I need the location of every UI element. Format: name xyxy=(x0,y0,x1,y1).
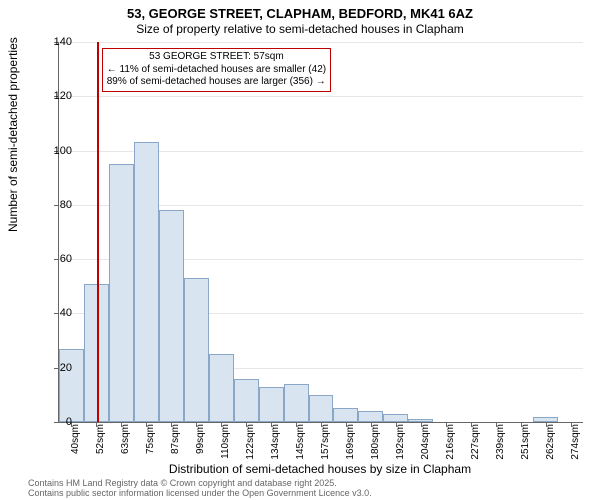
xtick-label: 40sqm xyxy=(70,424,81,464)
xtick-label: 110sqm xyxy=(220,424,231,464)
chart-container: 53, GEORGE STREET, CLAPHAM, BEDFORD, MK4… xyxy=(0,0,600,500)
annotation-line1: ← 11% of semi-detached houses are smalle… xyxy=(107,64,326,77)
ytick-label: 100 xyxy=(42,145,72,157)
xtick-label: 63sqm xyxy=(120,424,131,464)
histogram-bar xyxy=(309,395,334,422)
xtick-label: 157sqm xyxy=(320,424,331,464)
xtick-label: 274sqm xyxy=(570,424,581,464)
histogram-bar xyxy=(358,411,383,422)
xtick-label: 227sqm xyxy=(470,424,481,464)
xtick-label: 145sqm xyxy=(295,424,306,464)
ytick-label: 20 xyxy=(42,362,72,374)
x-axis-label: Distribution of semi-detached houses by … xyxy=(58,462,582,476)
footer-line2: Contains public sector information licen… xyxy=(28,489,372,499)
annotation-line2: 89% of semi-detached houses are larger (… xyxy=(107,76,326,89)
xtick-label: 52sqm xyxy=(95,424,106,464)
reference-line xyxy=(97,42,99,422)
histogram-bar xyxy=(134,142,159,422)
gridline xyxy=(59,96,583,97)
xtick-label: 180sqm xyxy=(370,424,381,464)
histogram-bar xyxy=(184,278,209,422)
xtick-label: 192sqm xyxy=(395,424,406,464)
xtick-label: 239sqm xyxy=(495,424,506,464)
footer-attribution: Contains HM Land Registry data © Crown c… xyxy=(28,479,372,499)
plot-area xyxy=(58,42,583,423)
xtick-label: 122sqm xyxy=(245,424,256,464)
xtick-label: 216sqm xyxy=(445,424,456,464)
ytick-label: 120 xyxy=(42,90,72,102)
xtick-label: 134sqm xyxy=(270,424,281,464)
annotation-box: 53 GEORGE STREET: 57sqm← 11% of semi-det… xyxy=(102,48,331,92)
annotation-title: 53 GEORGE STREET: 57sqm xyxy=(107,51,326,64)
xtick-label: 251sqm xyxy=(520,424,531,464)
ytick-label: 80 xyxy=(42,199,72,211)
histogram-bar xyxy=(234,379,259,422)
histogram-bar xyxy=(109,164,134,422)
xtick-label: 75sqm xyxy=(145,424,156,464)
histogram-bar xyxy=(259,387,284,422)
ytick-label: 0 xyxy=(42,416,72,428)
gridline xyxy=(59,42,583,43)
xtick-label: 204sqm xyxy=(420,424,431,464)
histogram-bar xyxy=(209,354,234,422)
histogram-bar xyxy=(284,384,309,422)
chart-title-main: 53, GEORGE STREET, CLAPHAM, BEDFORD, MK4… xyxy=(0,6,600,21)
xtick-label: 169sqm xyxy=(345,424,356,464)
histogram-bar xyxy=(159,210,184,422)
histogram-bar xyxy=(59,349,84,422)
y-axis-label: Number of semi-detached properties xyxy=(6,37,20,232)
ytick-label: 60 xyxy=(42,253,72,265)
xtick-label: 87sqm xyxy=(170,424,181,464)
ytick-label: 140 xyxy=(42,36,72,48)
histogram-bar xyxy=(383,414,408,422)
chart-title-sub: Size of property relative to semi-detach… xyxy=(0,22,600,36)
histogram-bar xyxy=(333,408,358,422)
ytick-label: 40 xyxy=(42,307,72,319)
xtick-label: 99sqm xyxy=(195,424,206,464)
xtick-label: 262sqm xyxy=(545,424,556,464)
